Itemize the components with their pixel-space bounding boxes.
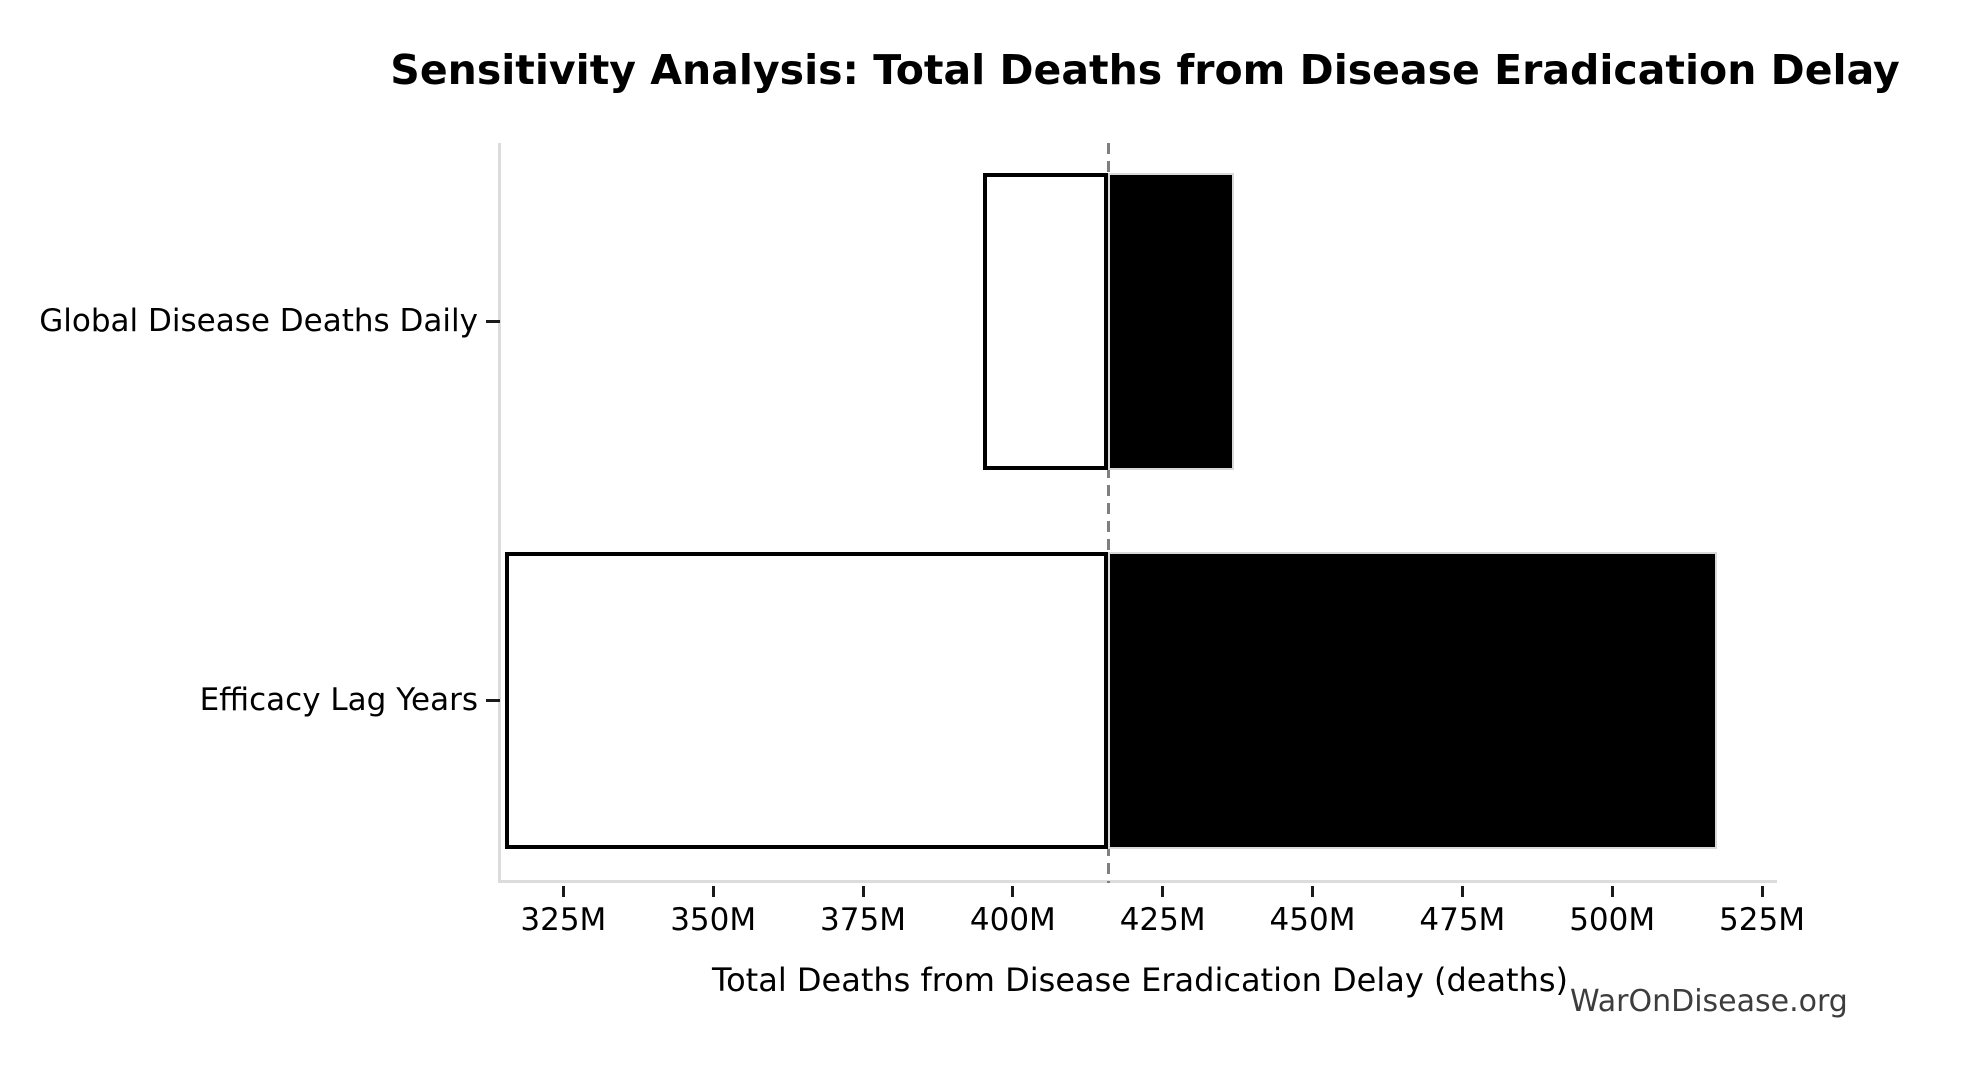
x-tick-mark-7 xyxy=(1610,886,1614,897)
y-tick-mark-0 xyxy=(486,319,500,323)
x-tick-mark-6 xyxy=(1460,886,1464,897)
bar-high-segment-1 xyxy=(1108,551,1718,849)
x-tick-label-6: 475M xyxy=(1419,902,1506,938)
x-tick-mark-0 xyxy=(561,886,565,897)
watermark-text: WarOnDisease.org xyxy=(1570,984,1848,1019)
bar-low-segment-0 xyxy=(983,172,1109,470)
x-tick-label-1: 350M xyxy=(670,902,757,938)
x-tick-mark-3 xyxy=(1011,886,1015,897)
x-tick-mark-4 xyxy=(1161,886,1165,897)
x-tick-mark-2 xyxy=(861,886,865,897)
x-tick-mark-8 xyxy=(1760,886,1764,897)
chart-title: Sensitivity Analysis: Total Deaths from … xyxy=(390,46,1900,94)
baseline-line xyxy=(1106,143,1110,883)
x-axis-title: Total Deaths from Disease Eradication De… xyxy=(711,961,1569,999)
plot-area xyxy=(498,143,1777,883)
x-tick-mark-1 xyxy=(711,886,715,897)
x-tick-label-0: 325M xyxy=(520,902,607,938)
bar-low-segment-1 xyxy=(505,551,1109,849)
x-tick-label-4: 425M xyxy=(1119,902,1206,938)
bar-high-segment-0 xyxy=(1108,172,1234,470)
category-label-efficacy-lag-years: Efficacy Lag Years xyxy=(199,682,478,718)
x-tick-label-2: 375M xyxy=(820,902,906,938)
x-tick-mark-5 xyxy=(1311,886,1314,897)
y-tick-mark-1 xyxy=(486,698,500,702)
x-tick-label-7: 500M xyxy=(1569,902,1656,938)
x-tick-label-5: 450M xyxy=(1269,902,1356,938)
x-tick-label-3: 400M xyxy=(969,902,1056,938)
category-label-global-disease-deaths-daily: Global Disease Deaths Daily xyxy=(39,303,478,339)
x-tick-label-8: 525M xyxy=(1719,902,1805,938)
